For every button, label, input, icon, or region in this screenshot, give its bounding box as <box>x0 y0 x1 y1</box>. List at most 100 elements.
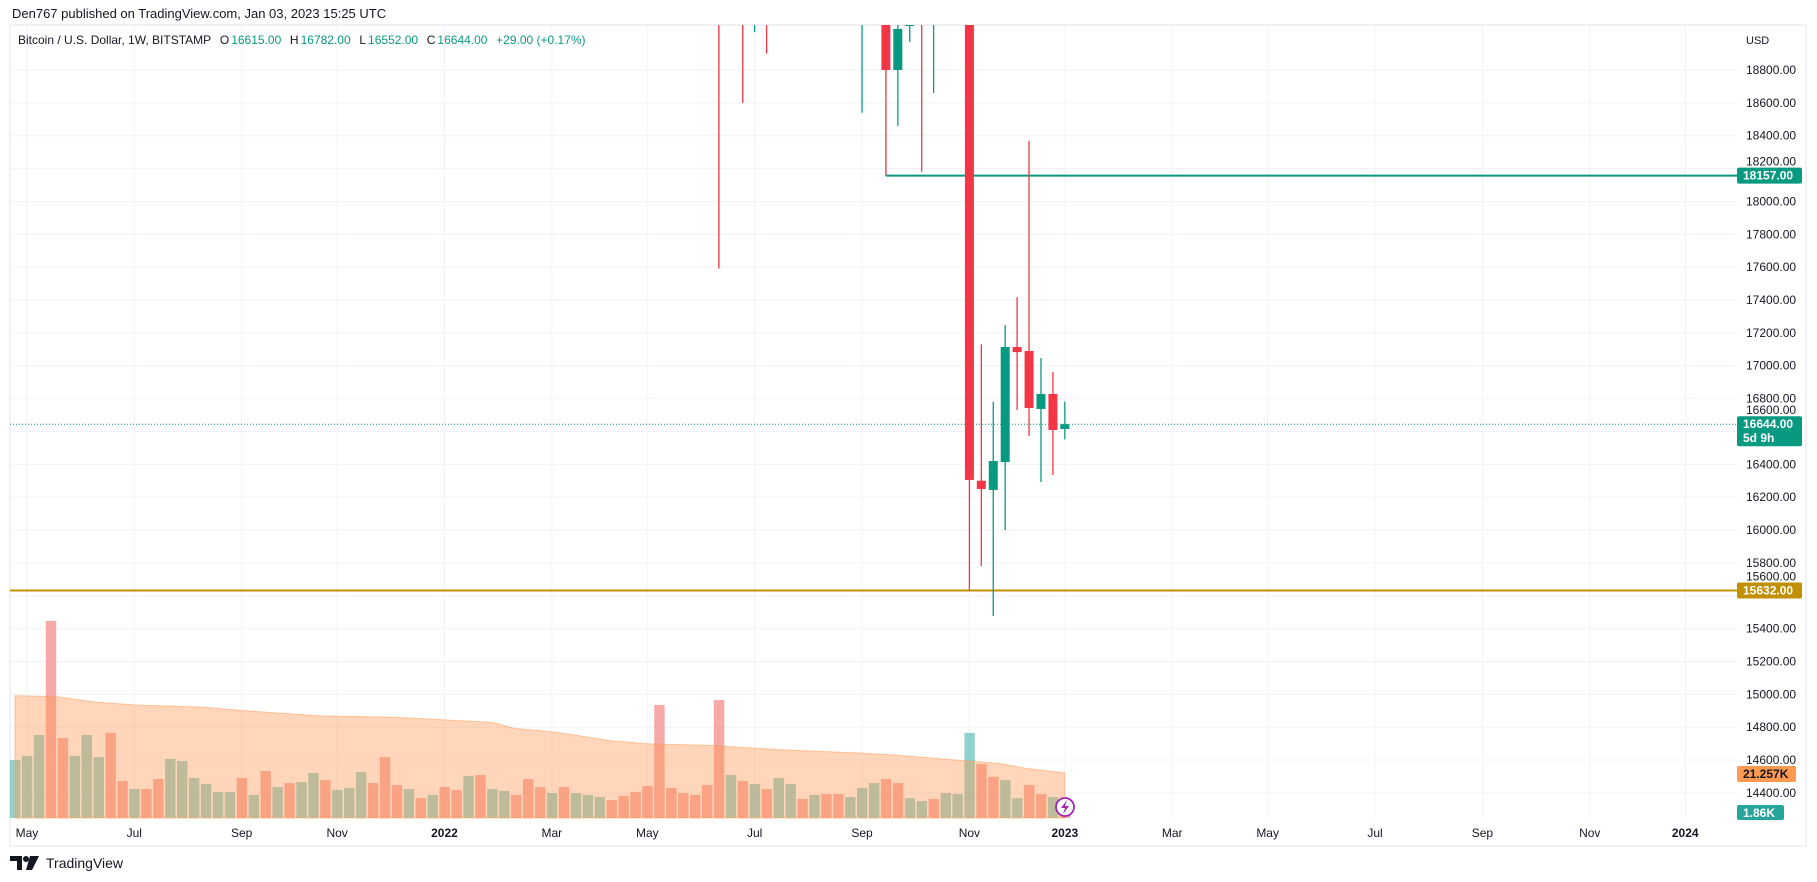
volume-bar <box>582 794 594 818</box>
footer-brand: TradingView <box>46 855 124 871</box>
price-tick-label: 17600.00 <box>1746 260 1796 274</box>
time-tick-label: Jul <box>747 826 762 840</box>
volume-bar <box>880 779 892 818</box>
time-axis[interactable]: May Jul Sep Nov 2022 Mar May Jul Sep Nov 2023 Mar Ma… <box>16 826 1699 840</box>
volume-bar <box>713 700 725 818</box>
candle-down <box>1012 347 1022 353</box>
price-tick-label: 18200.00 <box>1746 155 1796 169</box>
volume-bar <box>916 801 928 818</box>
price-tick-label: 15600.00 <box>1746 570 1796 584</box>
volume-bar <box>188 777 200 818</box>
volume-bar <box>236 777 248 818</box>
volume-bar <box>475 775 486 818</box>
open-label: O <box>219 33 230 47</box>
last-price-tag: 5d 9h <box>1743 431 1774 445</box>
tradingview-logo-icon <box>10 856 39 870</box>
grid <box>10 25 1737 819</box>
volume-bar <box>678 793 689 818</box>
volume-bar <box>57 737 69 818</box>
volume-bar <box>690 794 701 818</box>
volume-bar <box>797 798 808 818</box>
volume-bar <box>857 787 868 818</box>
volume-bar <box>701 784 713 818</box>
time-tick-label: Jul <box>1367 826 1382 840</box>
time-tick-label: Nov <box>959 826 980 840</box>
volume-bar <box>248 794 259 818</box>
candle-down <box>881 25 891 70</box>
symbol-legend: Bitcoin / U.S. Dollar, 1W, BITSTAMP O 166… <box>18 33 588 47</box>
volume-bar <box>81 735 92 818</box>
volume-bar <box>761 788 772 818</box>
volume-bar <box>1047 797 1059 818</box>
close-value: 16644.00 <box>437 33 488 47</box>
time-tick-label: Nov <box>1579 826 1600 840</box>
volume-bar <box>1000 780 1011 818</box>
last-price-tag: 16644.00 <box>1743 417 1793 431</box>
volume-bar <box>892 783 904 818</box>
volume-bar <box>737 780 749 818</box>
price-axis[interactable]: USD 18800.00 18600.00 18400.00 18200.00 18000… <box>1746 35 1796 800</box>
volume-bar <box>69 755 81 818</box>
last-price-tag-bg <box>1737 416 1802 447</box>
volume-bar <box>928 798 940 818</box>
volume-bar <box>749 783 761 818</box>
volume-bar <box>976 764 987 818</box>
price-tick-label: 15200.00 <box>1746 654 1796 668</box>
candle-down <box>1024 350 1034 408</box>
candle-up <box>988 461 998 490</box>
volume-bar <box>165 758 176 818</box>
candles <box>718 25 1070 616</box>
volume-bar <box>940 793 951 818</box>
volume-bar <box>594 797 605 818</box>
time-tick-label: May <box>636 826 659 840</box>
flash-icon[interactable] <box>1055 797 1075 817</box>
time-tick-label: 2023 <box>1051 826 1078 840</box>
candle-up <box>905 25 915 26</box>
volume-bar <box>785 783 796 818</box>
volume-ma-tag-bg <box>1737 766 1796 782</box>
volume-bar <box>141 788 152 818</box>
volume-bar <box>511 794 522 818</box>
time-tick-label: Mar <box>1162 826 1183 840</box>
candle-up <box>893 28 903 70</box>
volume-bar <box>964 732 975 818</box>
volume-bar <box>355 772 367 818</box>
volume-bar <box>1035 794 1047 818</box>
volume-bar <box>200 783 212 818</box>
volume-bar <box>284 783 295 818</box>
volume-ma-tag: 21.257K <box>1743 767 1789 781</box>
volume-bar <box>344 787 355 818</box>
volume-bar <box>868 783 880 818</box>
volume-bar <box>439 787 450 818</box>
volume-bar <box>666 787 677 818</box>
volume-bar <box>403 788 415 818</box>
resistance-price-tag: 18157.00 <box>1743 169 1793 183</box>
time-tick-label: May <box>1256 826 1279 840</box>
candle-up <box>1036 393 1046 409</box>
candle-down <box>976 480 986 489</box>
volume-bar <box>391 784 403 818</box>
volume-bar <box>33 735 45 818</box>
volume-bar <box>773 777 784 818</box>
volume-bar <box>833 794 844 818</box>
horizontal-levels[interactable] <box>10 174 1737 592</box>
resistance-price-tag-bg <box>1737 167 1802 184</box>
price-tick-label: 15800.00 <box>1746 556 1796 570</box>
price-tick-label: 16200.00 <box>1746 490 1796 504</box>
high-value: 16782.00 <box>300 33 351 47</box>
volume-bar <box>415 798 427 818</box>
support-price-tag: 15632.00 <box>1743 584 1793 598</box>
volume-bar <box>93 757 104 818</box>
price-tick-label: 15000.00 <box>1746 687 1796 701</box>
volume-bar <box>821 794 832 818</box>
currency-label: USD <box>1746 35 1769 47</box>
volume-bar <box>809 794 820 818</box>
price-tick-label: 16400.00 <box>1746 457 1796 471</box>
close-label: C <box>426 33 436 47</box>
volume-bar <box>522 779 534 818</box>
volume-bar <box>367 783 379 818</box>
time-tick-label: May <box>16 826 39 840</box>
time-tick-label: Nov <box>326 826 347 840</box>
